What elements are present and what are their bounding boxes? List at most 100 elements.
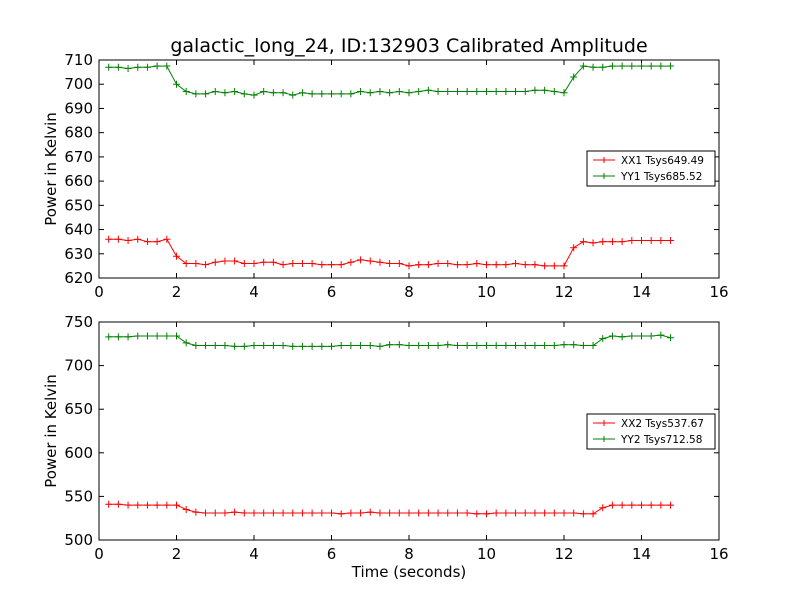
data-point-marker <box>570 244 578 252</box>
data-point-marker <box>386 509 394 517</box>
data-point-marker <box>240 259 248 267</box>
data-point-marker <box>105 63 113 71</box>
x-tick-label: 2 <box>172 283 182 301</box>
data-point-marker <box>260 258 268 266</box>
data-point-marker <box>221 342 229 350</box>
data-point-marker <box>202 509 210 517</box>
data-point-marker <box>240 509 248 517</box>
data-point-marker <box>667 334 675 342</box>
data-point-marker <box>211 342 219 350</box>
data-point-marker <box>163 62 171 70</box>
data-point-marker <box>192 259 200 267</box>
data-point-marker <box>279 509 287 517</box>
data-point-marker <box>521 261 529 269</box>
data-point-marker <box>211 258 219 266</box>
data-point-marker <box>521 509 529 517</box>
data-point-marker <box>357 256 365 264</box>
data-point-marker <box>647 62 655 70</box>
data-point-marker <box>628 62 636 70</box>
legend-entry: YY2 Tsys712.58 <box>620 434 702 446</box>
data-point-marker <box>114 235 122 243</box>
legend-marker <box>601 157 607 163</box>
data-point-marker <box>502 261 510 269</box>
data-point-marker <box>589 63 597 71</box>
data-point-marker <box>541 262 549 270</box>
top-plot-panel: 0 2 4 6 8 10 12 14 16 620 630 640 650 660 670 680 690 700… <box>42 35 729 301</box>
data-point-marker <box>124 236 132 244</box>
x-tick-label: 12 <box>554 545 573 563</box>
legend-entry: XX1 Tsys649.49 <box>621 155 704 167</box>
data-point-marker <box>269 89 277 97</box>
data-point-marker <box>250 259 258 267</box>
y-tick-label: 750 <box>64 313 93 331</box>
data-point-marker <box>541 342 549 350</box>
data-point-marker <box>163 235 171 243</box>
data-point-marker <box>579 62 587 70</box>
data-point-marker <box>434 259 442 267</box>
y-tick-label: 600 <box>64 444 93 462</box>
data-point-marker <box>492 509 500 517</box>
chart-title: galactic_long_24, ID:132903 Calibrated A… <box>170 35 647 57</box>
data-point-marker <box>415 261 423 269</box>
data-point-marker <box>250 342 258 350</box>
data-point-marker <box>463 87 471 95</box>
data-point-marker <box>211 509 219 517</box>
bottom-plot-panel: 0 2 4 6 8 10 12 14 16 500 550 600 650 700 750 Power in … <box>42 313 729 581</box>
data-point-marker <box>434 509 442 517</box>
data-point-marker <box>444 341 452 349</box>
data-point-marker <box>192 342 200 350</box>
data-point-marker <box>492 261 500 269</box>
data-point-marker <box>541 509 549 517</box>
data-point-marker <box>405 89 413 97</box>
data-point-marker <box>260 342 268 350</box>
x-tick-label: 4 <box>249 545 259 563</box>
data-point-marker <box>134 63 142 71</box>
data-point-marker <box>589 510 597 518</box>
data-point-marker <box>473 342 481 350</box>
y-tick-label: 620 <box>64 269 93 287</box>
data-point-marker <box>492 342 500 350</box>
data-point-marker <box>570 73 578 81</box>
x-tick-label: 0 <box>94 283 104 301</box>
data-point-marker <box>269 258 277 266</box>
x-tick-label: 10 <box>477 283 496 301</box>
data-point-marker <box>357 87 365 95</box>
data-point-marker <box>202 90 210 98</box>
data-point-marker <box>240 342 248 350</box>
data-point-marker <box>579 510 587 518</box>
data-point-marker <box>395 509 403 517</box>
data-point-marker <box>376 258 384 266</box>
data-point-marker <box>182 505 190 513</box>
y-tick-label: 630 <box>64 245 93 263</box>
data-point-marker <box>221 509 229 517</box>
data-point-marker <box>376 87 384 95</box>
x-tick-label: 4 <box>249 283 259 301</box>
data-point-marker <box>512 87 520 95</box>
data-point-marker <box>124 333 132 341</box>
y-tick-label: 650 <box>64 196 93 214</box>
data-point-marker <box>560 341 568 349</box>
data-point-marker <box>473 259 481 267</box>
data-point-marker <box>231 257 239 265</box>
y-axis-label: Power in Kelvin <box>42 112 60 226</box>
data-point-marker <box>298 259 306 267</box>
data-point-marker <box>550 262 558 270</box>
data-point-marker <box>453 342 461 350</box>
data-point-marker <box>424 342 432 350</box>
data-point-marker <box>366 257 374 265</box>
data-point-marker <box>347 509 355 517</box>
data-point-marker <box>395 259 403 267</box>
data-point-marker <box>318 90 326 98</box>
y-tick-label: 710 <box>64 51 93 69</box>
data-point-marker <box>366 89 374 97</box>
data-point-marker <box>434 87 442 95</box>
data-point-marker <box>599 63 607 71</box>
data-point-marker <box>366 342 374 350</box>
data-point-marker <box>114 500 122 508</box>
data-point-marker <box>560 509 568 517</box>
data-point-marker <box>269 342 277 350</box>
data-point-marker <box>638 62 645 70</box>
data-point-marker <box>531 86 539 94</box>
data-point-marker <box>347 90 355 98</box>
data-point-marker <box>289 509 297 517</box>
